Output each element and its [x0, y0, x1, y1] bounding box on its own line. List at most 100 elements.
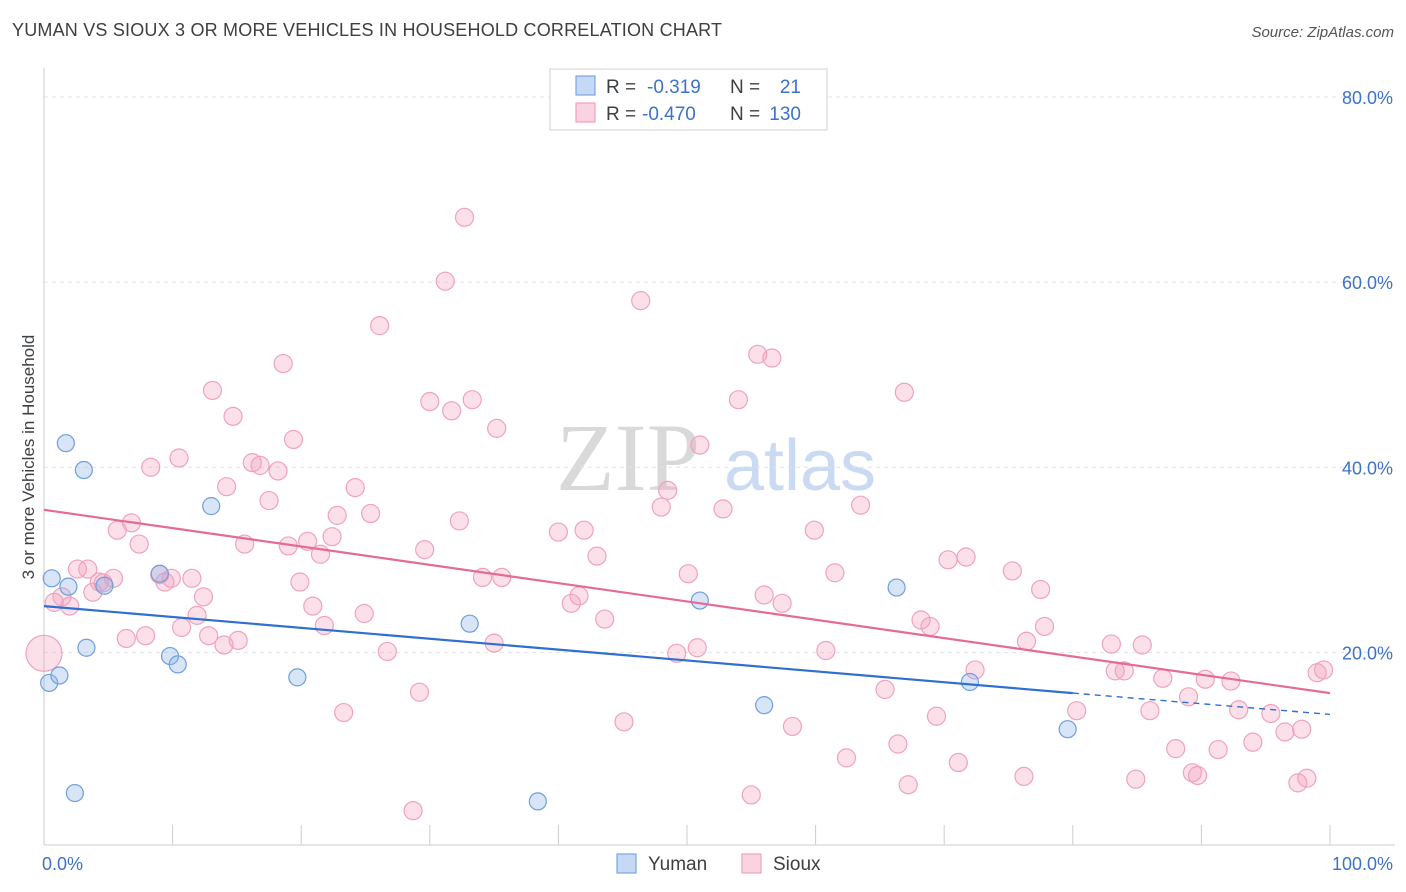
sioux-point — [214, 635, 234, 655]
yuman-point — [168, 655, 187, 674]
sioux-point — [1031, 579, 1051, 600]
sioux-point — [25, 634, 63, 672]
legend-label-sioux: Sioux — [773, 854, 821, 875]
sioux-point — [169, 448, 189, 468]
sioux-point — [1221, 671, 1241, 691]
sioux-point — [651, 497, 671, 517]
sioux-point — [60, 596, 80, 616]
sioux-point — [223, 406, 243, 426]
sioux-point — [948, 752, 968, 773]
sioux-point — [1132, 635, 1152, 655]
sioux-point — [762, 348, 782, 368]
yuman-point — [56, 434, 75, 453]
sioux-point — [1288, 773, 1308, 793]
yuman-trend-extension — [1072, 692, 1331, 716]
sioux-point — [1067, 701, 1087, 721]
y-tick-label-80: 80.0% — [1342, 88, 1393, 108]
sioux-point — [1292, 719, 1312, 739]
sioux-point — [435, 271, 455, 291]
sioux-point — [782, 716, 803, 737]
sioux-point — [1187, 765, 1208, 786]
sioux-point — [667, 643, 687, 663]
sioux-point — [449, 511, 469, 531]
sioux-point — [875, 679, 895, 700]
sioux-point — [574, 520, 594, 540]
x-tick-labels: 0.0% 100.0% — [42, 854, 1393, 874]
legend-swatch-sioux — [575, 102, 596, 123]
legend-r-label-1: R = — [606, 77, 636, 98]
sioux-point — [1016, 631, 1037, 651]
yuman-point — [40, 673, 59, 693]
sioux-point — [67, 559, 88, 579]
yuman-point — [288, 668, 307, 687]
sioux-point — [548, 522, 569, 542]
yuman-point — [65, 783, 84, 803]
legend-r-value-yuman: -0.319 — [647, 77, 701, 98]
sioux-point — [804, 520, 824, 540]
y-tick-labels: 20.0% 40.0% 60.0% 80.0% — [1342, 88, 1393, 663]
sioux-point — [898, 775, 918, 795]
yuman-point — [150, 564, 169, 583]
yuman-point — [960, 672, 980, 692]
yuman-trend-line — [43, 604, 1073, 695]
sioux-point — [361, 503, 381, 524]
sioux-point — [129, 534, 149, 554]
stats-legend: R = -0.319 N = 21 R = -0.470 N = 130 — [549, 68, 828, 131]
watermark-zip: ZIP — [556, 404, 700, 511]
yuman-point — [50, 666, 69, 685]
sioux-point — [345, 478, 365, 498]
sioux-point — [754, 585, 774, 605]
sioux-point — [748, 344, 768, 364]
legend-n-value-yuman: 21 — [780, 77, 801, 98]
sioux-point — [492, 567, 512, 587]
sioux-point — [354, 603, 374, 624]
sioux-point — [1275, 722, 1295, 742]
x-tick-label-min: 0.0% — [42, 854, 83, 874]
watermark-atlas: atlas — [724, 426, 876, 506]
yuman-point — [528, 792, 547, 811]
legend-swatch-yuman-bottom — [616, 853, 637, 874]
sioux-point — [442, 401, 462, 421]
trend-lines — [43, 508, 1331, 716]
sioux-point — [487, 418, 507, 438]
sioux-point — [403, 801, 423, 821]
y-tick-label-40: 40.0% — [1342, 458, 1393, 478]
sioux-point — [836, 748, 857, 768]
yuman-point — [755, 696, 774, 715]
legend-swatch-sioux-bottom — [741, 853, 762, 874]
sioux-point — [303, 596, 323, 616]
sioux-point — [1034, 616, 1055, 637]
sioux-point — [1166, 739, 1186, 759]
sioux-point — [1229, 700, 1249, 720]
sioux-point — [283, 429, 304, 450]
yuman-point — [460, 614, 479, 633]
sioux-point — [322, 527, 342, 547]
sioux-point — [259, 490, 279, 511]
y-tick-label-20: 20.0% — [1342, 643, 1393, 663]
sioux-point — [561, 593, 581, 613]
data-points — [25, 207, 1334, 821]
sioux-point — [894, 382, 914, 402]
series-legend: Yuman Sioux — [616, 853, 821, 875]
sioux-point — [1140, 701, 1160, 721]
sioux-point — [1014, 766, 1034, 787]
sioux-point — [1313, 660, 1334, 680]
sioux-point — [242, 453, 262, 473]
sioux-point — [103, 568, 124, 588]
legend-r-label-2: R = — [606, 104, 636, 125]
sioux-point — [290, 572, 310, 592]
sioux-point — [631, 291, 651, 311]
sioux-point — [926, 706, 947, 726]
yuman-point — [1058, 720, 1077, 739]
legend-box — [549, 68, 828, 131]
sioux-point — [614, 712, 634, 732]
sioux-point — [420, 391, 440, 412]
sioux-point — [454, 207, 475, 227]
sioux-point — [965, 660, 985, 680]
sioux-point — [1002, 561, 1022, 581]
sioux-point — [187, 605, 207, 625]
sioux-point — [825, 563, 845, 583]
sioux-point — [228, 630, 248, 650]
sioux-point — [772, 593, 792, 613]
